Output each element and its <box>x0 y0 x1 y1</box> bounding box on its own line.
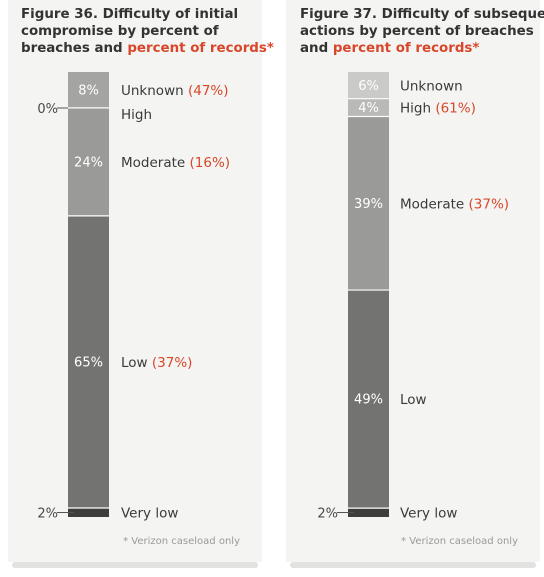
category-label: Very low <box>121 506 178 522</box>
segment-value-label: 24% <box>74 155 103 170</box>
chart-title-line: Figure 36. Difficulty of initial <box>21 7 238 22</box>
category-records-percent: (47%) <box>184 83 229 99</box>
bar-segment-low <box>348 290 389 509</box>
category-label: Low (37%) <box>121 355 192 371</box>
category-name: Moderate <box>121 155 185 171</box>
bar-segment-unknown <box>68 72 109 108</box>
bar-segment-moderate <box>68 107 109 216</box>
category-label: Moderate (16%) <box>121 155 230 171</box>
category-label: Very low <box>400 506 457 522</box>
segment-value-label: 49% <box>354 393 383 408</box>
bar-segment-moderate <box>348 116 389 291</box>
chart-title-text: actions by percent of breaches <box>300 24 534 39</box>
category-name: Low <box>121 355 148 371</box>
category-label: High <box>121 107 152 123</box>
bar-segment-high <box>348 98 389 117</box>
chart-title-accent: percent of records* <box>333 41 480 56</box>
segment-value-label: 4% <box>358 101 379 116</box>
category-name: High <box>400 101 431 117</box>
category-name: Moderate <box>400 196 464 212</box>
chart-title-line: breaches and percent of records* <box>21 41 274 56</box>
chart-title-line: actions by percent of breaches <box>300 24 534 39</box>
bar-segment-very-low <box>348 508 389 517</box>
category-name: Unknown <box>400 78 463 94</box>
category-label: Unknown (47%) <box>121 83 229 99</box>
panel-background <box>8 0 262 562</box>
chart-title-line: Figure 37. Difficulty of subsequent <box>300 7 544 22</box>
chart-title-line: compromise by percent of <box>21 24 219 39</box>
side-value-label: 2% <box>317 507 338 522</box>
category-label: High (61%) <box>400 101 476 117</box>
category-name: High <box>121 107 152 123</box>
category-label: Low <box>400 392 427 408</box>
bar-segment-very-low <box>68 508 109 517</box>
bar-segment-low <box>68 215 109 509</box>
category-label: Unknown <box>400 78 463 94</box>
category-name: Very low <box>121 506 178 522</box>
side-value-label: 2% <box>37 507 58 522</box>
category-records-percent: (37%) <box>148 355 193 371</box>
category-name: Very low <box>400 506 457 522</box>
chart-title-text: and <box>300 41 333 56</box>
bar-segment-unknown <box>348 72 389 99</box>
footnote: * Verizon caseload only <box>123 536 240 547</box>
chart-title-text: Figure 36. Difficulty of initial <box>21 7 238 22</box>
category-records-percent: (61%) <box>431 101 476 117</box>
category-name: Low <box>400 392 427 408</box>
segment-value-label: 6% <box>358 79 379 94</box>
chart-title-line: and percent of records* <box>300 41 479 56</box>
segment-value-label: 39% <box>354 197 383 212</box>
segment-value-label: 8% <box>78 83 99 98</box>
category-records-percent: (16%) <box>185 155 230 171</box>
chart-title-text: compromise by percent of <box>21 24 219 39</box>
side-value-label: 0% <box>37 102 58 117</box>
segment-value-label: 65% <box>74 355 103 370</box>
chart-title-text: Figure 37. Difficulty of subsequent <box>300 7 544 22</box>
panel-shadow <box>12 562 258 568</box>
category-label: Moderate (37%) <box>400 196 509 212</box>
panel-background <box>286 0 540 562</box>
panel-shadow <box>290 562 536 568</box>
chart-title-accent: percent of records* <box>127 41 274 56</box>
category-name: Unknown <box>121 83 184 99</box>
footnote: * Verizon caseload only <box>401 536 518 547</box>
category-records-percent: (37%) <box>464 196 509 212</box>
chart-title-text: breaches and <box>21 41 127 56</box>
